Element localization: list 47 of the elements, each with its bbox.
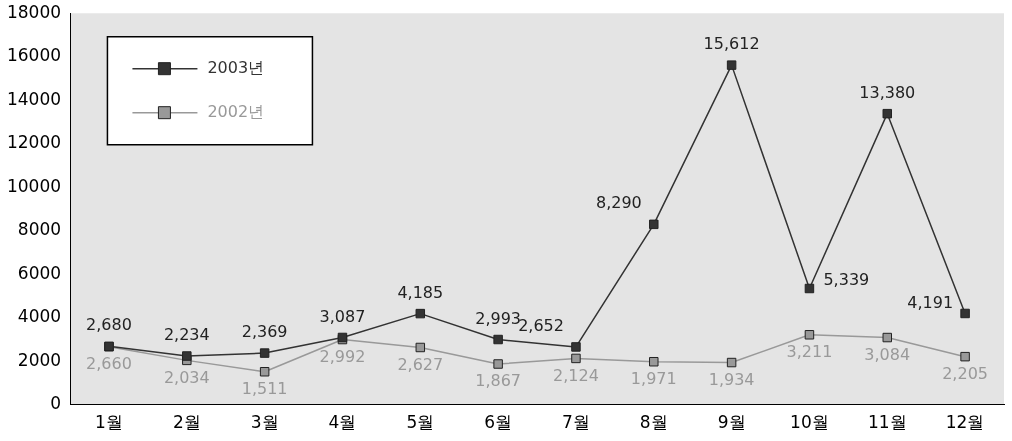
data-label: 1,934 bbox=[708, 369, 755, 389]
x-tick-label: 10월 bbox=[790, 412, 829, 433]
data-label: 1,971 bbox=[630, 368, 677, 388]
data-label: 3,084 bbox=[864, 344, 911, 364]
x-tick-label: 2월 bbox=[172, 412, 201, 433]
data-label: 2,652 bbox=[518, 316, 564, 336]
data-label: 2,992 bbox=[319, 346, 366, 366]
legend-label: 2002년 bbox=[207, 101, 265, 121]
data-label: 2,627 bbox=[397, 354, 444, 374]
data-label: 2,680 bbox=[86, 315, 132, 335]
data-label: 8,290 bbox=[595, 193, 642, 213]
data-label: 4,191 bbox=[907, 292, 954, 312]
data-label: 5,339 bbox=[823, 269, 870, 289]
data-label: 2,234 bbox=[163, 325, 210, 345]
data-label: 3,087 bbox=[319, 306, 366, 326]
data-label: 13,380 bbox=[859, 82, 916, 102]
y-tick-label: 12000 bbox=[6, 132, 62, 153]
data-label: 3,211 bbox=[786, 341, 833, 361]
data-label: 2,034 bbox=[163, 367, 210, 387]
y-tick-label: 4000 bbox=[17, 306, 62, 327]
data-label: 15,612 bbox=[703, 34, 760, 54]
y-tick-label: 16000 bbox=[6, 45, 62, 66]
x-tick-label: 1월 bbox=[95, 412, 123, 433]
y-tick-label: 8000 bbox=[17, 219, 62, 240]
data-label: 4,185 bbox=[397, 282, 444, 302]
y-tick-label: 6000 bbox=[17, 262, 62, 283]
data-label: 2,124 bbox=[553, 365, 599, 385]
data-label: 2,660 bbox=[86, 353, 132, 373]
y-tick-label: 2000 bbox=[17, 349, 62, 370]
y-tick-label: 14000 bbox=[6, 88, 62, 109]
x-tick-label: 8월 bbox=[639, 412, 668, 433]
x-tick-label: 4월 bbox=[328, 412, 357, 433]
x-tick-label: 9월 bbox=[717, 412, 746, 433]
legend-label: 2003년 bbox=[207, 57, 265, 77]
x-tick-label: 11월 bbox=[867, 412, 907, 433]
data-label: 1,867 bbox=[475, 371, 522, 391]
y-tick-label: 0 bbox=[50, 393, 62, 414]
x-tick-label: 5월 bbox=[406, 412, 435, 433]
y-tick-label: 18000 bbox=[6, 1, 62, 22]
data-label: 2,205 bbox=[942, 363, 988, 383]
x-tick-label: 6월 bbox=[484, 412, 513, 433]
data-label: 2,369 bbox=[241, 322, 288, 342]
x-tick-label: 7월 bbox=[562, 412, 590, 433]
data-label: 1,511 bbox=[241, 378, 288, 398]
x-tick-label: 12월 bbox=[945, 412, 985, 433]
x-tick-label: 3월 bbox=[250, 412, 279, 433]
y-tick-label: 10000 bbox=[6, 175, 62, 196]
